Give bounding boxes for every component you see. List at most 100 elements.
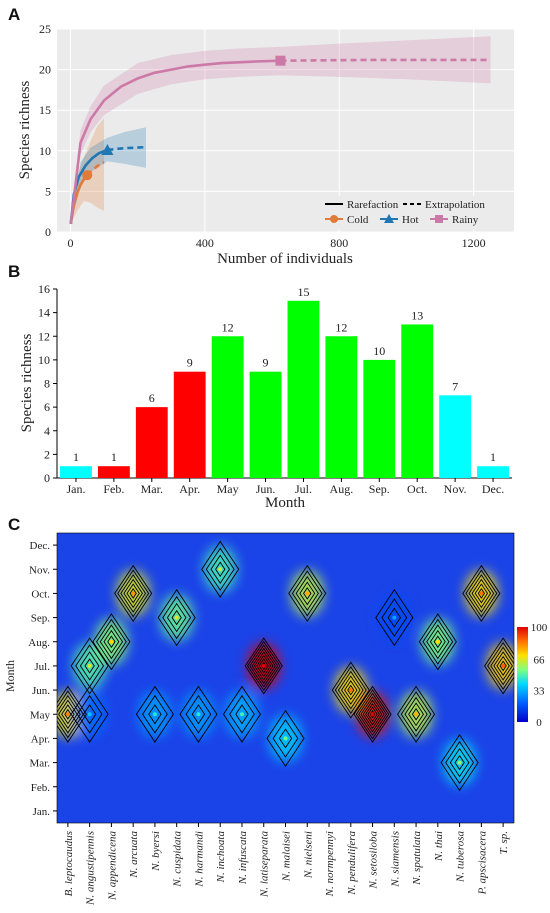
contour-ring [353, 685, 392, 743]
bar-value-label: 7 [452, 379, 458, 393]
contour-ring [75, 644, 105, 688]
month-label: Oct. [31, 588, 50, 600]
contour-ring [397, 685, 436, 743]
species-label: N. appendicena [106, 831, 118, 902]
observed-point-rainy [275, 55, 286, 66]
colorbar-ticks: 0 33 66 100 [531, 622, 548, 729]
contour-ring [440, 733, 479, 792]
contour-ring [249, 644, 279, 688]
hotspot-center [109, 639, 114, 644]
x-tick-label: Aug. [330, 482, 354, 496]
contour-ring [360, 696, 385, 733]
species-label: N. latiseparata [259, 831, 271, 899]
species-label: N. nielseni [302, 831, 314, 879]
contour-ring [462, 564, 501, 623]
hotspot-center [479, 591, 484, 596]
month-label: Apr. [31, 733, 51, 745]
x-tick-label: 400 [196, 236, 214, 250]
month-label: Nov. [29, 564, 50, 576]
contour-ring [120, 574, 147, 613]
hotspot-center [457, 760, 462, 765]
confidence-band-hot [70, 127, 146, 224]
contour-ring [484, 637, 514, 695]
contour-ring [426, 624, 450, 660]
contour-ring [166, 602, 187, 633]
contour-ring [375, 588, 414, 647]
species-label: N. angustipennis [85, 831, 97, 906]
month-label: Feb. [31, 782, 51, 794]
colorbar-tick-label: 66 [534, 654, 546, 666]
contour-ring [103, 629, 120, 654]
bar-value-label: 15 [297, 285, 309, 299]
contour-ring [418, 613, 457, 671]
contour-ring [408, 702, 425, 727]
colorbar-gradient [517, 627, 528, 722]
species-label: N. harmandi [193, 831, 205, 888]
hotspot-center [87, 663, 92, 668]
hotspot-center [348, 688, 353, 693]
confidence-band-rainy [70, 36, 491, 224]
month-label: Sep. [31, 613, 51, 625]
month-label: Aug. [28, 637, 50, 649]
contour-ring [191, 704, 206, 725]
contour-ring [344, 680, 358, 701]
bar-oct [401, 324, 434, 478]
hotspot-center [87, 712, 92, 717]
contour-ring [496, 655, 510, 676]
hotspot-center [174, 615, 179, 620]
panel-a-letter: A [8, 5, 20, 24]
contour-ring [162, 595, 192, 640]
contour-ring [61, 704, 75, 725]
species-label: N. normpennyi [324, 831, 336, 897]
x-tick-label: Jan. [66, 482, 85, 496]
month-label: Mar. [30, 758, 51, 770]
species-label: N. byersi [150, 831, 162, 872]
contour-ring [244, 637, 283, 695]
bar-value-label: 1 [111, 450, 117, 464]
contour-ring [490, 646, 514, 686]
panel-c-ylabel: Month [3, 660, 17, 692]
hotspot-center [305, 591, 310, 596]
contour-ring [358, 692, 387, 736]
species-label: T. sp. [498, 831, 510, 854]
contour-ring [79, 651, 100, 681]
panel-c-axes: Jan. Feb. Mar. Apr. May Jun. Jul. Aug. Sep. Oct. N… [28, 532, 515, 906]
month-label: Dec. [30, 540, 51, 552]
bar-jan [60, 466, 92, 478]
x-tick-label: Apr. [179, 482, 200, 496]
panel-a-xlabel: Number of individuals [217, 251, 353, 267]
contour-ring [99, 624, 124, 660]
contour-ring [57, 694, 81, 734]
month-label: Jun. [32, 685, 50, 697]
y-tick-label: 4 [44, 424, 50, 438]
species-label: N. spatulata [411, 831, 423, 886]
panel-a-legend: Rarefaction Extrapolation Cold Hot Rainy [322, 196, 512, 229]
contour-ring [411, 707, 421, 721]
contour-ring [70, 637, 109, 695]
contour-ring [468, 574, 495, 613]
contour-ring [258, 658, 269, 674]
legend-extrapolation-label: Extrapolation [425, 199, 485, 211]
y-tick-label: 12 [38, 329, 50, 343]
contour-ring [404, 696, 428, 732]
contour-ring [337, 670, 364, 710]
contour-ring [471, 578, 492, 609]
y-tick-label: 20 [39, 63, 51, 77]
contour-ring [179, 685, 218, 743]
contour-ring [499, 660, 507, 672]
contour-ring [129, 587, 137, 599]
hotspot-center [283, 736, 288, 741]
contour-ring [215, 561, 226, 578]
rarefaction-line-rainy [69, 59, 281, 225]
observed-point-cold [82, 170, 93, 181]
y-tick-label: 10 [39, 144, 51, 158]
y-tick-label: 15 [39, 103, 51, 117]
legend-rarefaction-label: Rarefaction [347, 199, 399, 211]
contour-ring [340, 675, 361, 705]
panel-a-ylabel: Species richness [17, 80, 33, 179]
bar-value-label: 13 [411, 308, 423, 322]
contour-ring [251, 647, 276, 685]
contour-ring [92, 613, 131, 671]
x-tick-label: Oct. [407, 482, 427, 496]
